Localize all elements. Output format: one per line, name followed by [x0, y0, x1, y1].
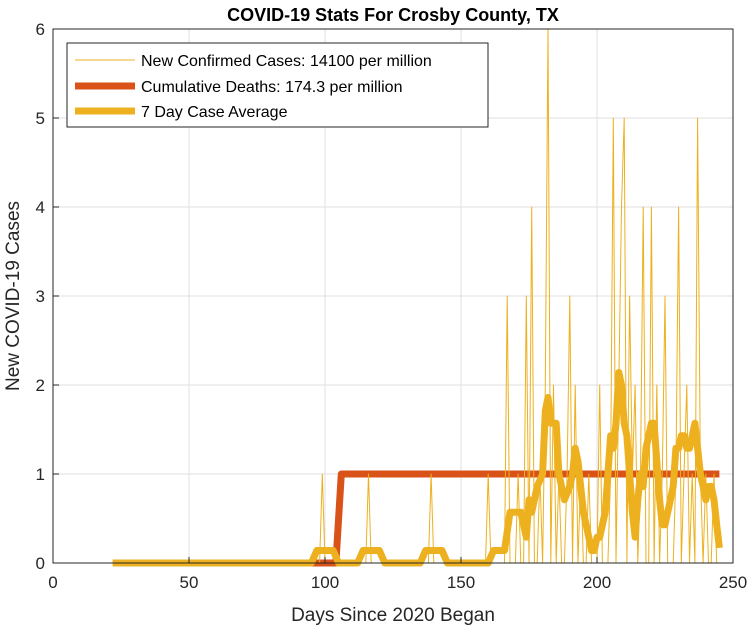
y-tick-label: 6 [36, 20, 45, 39]
x-tick-label: 50 [180, 573, 199, 592]
y-tick-label: 5 [36, 109, 45, 128]
x-axis-label: Days Since 2020 Began [291, 605, 495, 626]
y-axis-label: New COVID-19 Cases [3, 201, 24, 391]
legend-box [66, 42, 489, 128]
x-tick-label: 100 [311, 573, 339, 592]
legend: New Confirmed Cases: 14100 per million C… [66, 42, 489, 128]
y-tick-label: 3 [36, 287, 45, 306]
legend-label-new-cases: New Confirmed Cases: 14100 per million [141, 53, 432, 70]
legend-label-7-day-average: 7 Day Case Average [141, 104, 288, 121]
chart-title: COVID-19 Stats For Crosby County, TX [227, 5, 559, 25]
y-tick-label: 0 [36, 554, 45, 573]
y-tick-label: 4 [36, 198, 45, 217]
y-tick-label: 1 [36, 465, 45, 484]
legend-label-cumulative-deaths: Cumulative Deaths: 174.3 per million [141, 79, 402, 96]
x-tick-label: 200 [583, 573, 611, 592]
x-tick-label: 250 [719, 573, 747, 592]
y-tick-label: 2 [36, 376, 45, 395]
ticks: 0 50 100 150 200 250 0 1 2 3 4 5 6 [36, 20, 748, 592]
x-tick-label: 0 [48, 573, 57, 592]
x-tick-label: 150 [447, 573, 475, 592]
